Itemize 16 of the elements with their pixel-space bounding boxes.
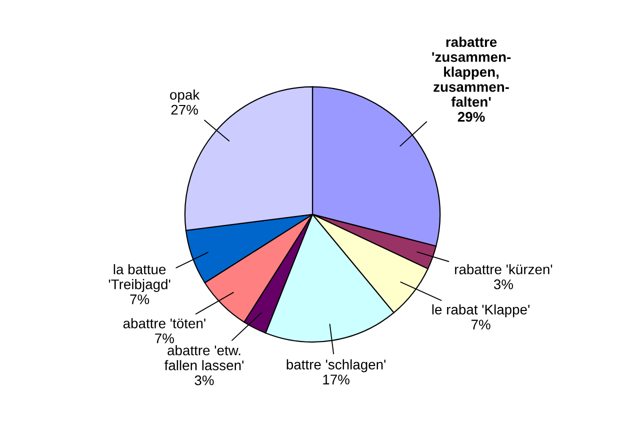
slice-label: abattre 'etw. fallen lassen' — [164, 345, 244, 370]
slice-label: rabattre 'zusammen- klappen, zusammen- falten' — [432, 36, 511, 107]
data-label: 7% — [471, 320, 490, 330]
data-label: 3% — [494, 279, 514, 290]
slice-label: le rabat 'Klappe' — [432, 304, 530, 318]
slice-label: rabattre 'kürzen' — [455, 264, 552, 274]
data-label: 17% — [323, 374, 350, 384]
slice-label: battre 'schlagen' — [286, 359, 386, 372]
data-label: 27% — [171, 104, 198, 115]
data-label: 3% — [194, 375, 214, 386]
slice-label: la battue 'Treibjagd' — [108, 264, 170, 292]
data-label: 29% — [458, 112, 485, 122]
data-label: 7% — [155, 334, 174, 344]
slice-label: opak — [170, 90, 200, 102]
data-label: 7% — [130, 294, 150, 304]
slice-label: abattre 'töten' — [123, 318, 206, 328]
